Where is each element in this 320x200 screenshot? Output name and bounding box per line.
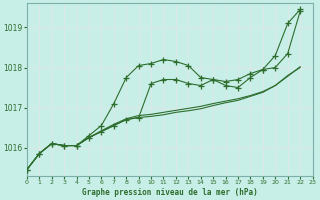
X-axis label: Graphe pression niveau de la mer (hPa): Graphe pression niveau de la mer (hPa)	[82, 188, 258, 197]
